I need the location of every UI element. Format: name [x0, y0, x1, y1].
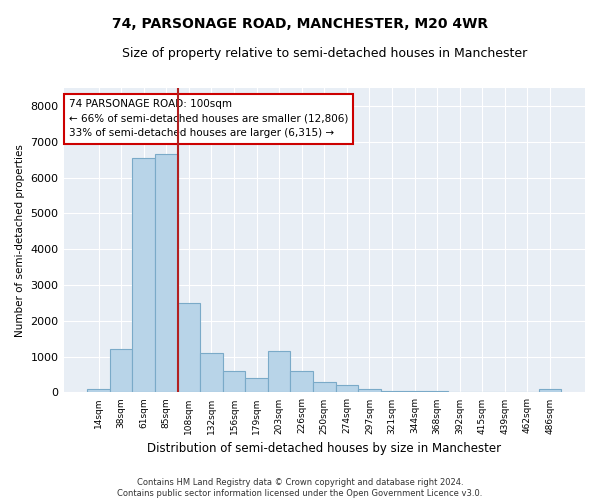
Title: Size of property relative to semi-detached houses in Manchester: Size of property relative to semi-detach…: [122, 48, 527, 60]
Bar: [155, 154, 178, 392]
Bar: [381, 390, 403, 392]
Bar: [335, 386, 358, 392]
Bar: [426, 390, 448, 392]
Bar: [403, 390, 426, 392]
Bar: [223, 371, 245, 392]
Bar: [539, 389, 561, 392]
Bar: [313, 382, 335, 392]
Bar: [245, 378, 268, 392]
Bar: [200, 353, 223, 393]
Y-axis label: Number of semi-detached properties: Number of semi-detached properties: [15, 144, 25, 336]
Bar: [290, 371, 313, 392]
Bar: [358, 389, 381, 392]
Bar: [87, 389, 110, 392]
Text: 74 PARSONAGE ROAD: 100sqm
← 66% of semi-detached houses are smaller (12,806)
33%: 74 PARSONAGE ROAD: 100sqm ← 66% of semi-…: [69, 98, 348, 138]
Bar: [110, 350, 133, 393]
Bar: [133, 158, 155, 392]
Bar: [178, 303, 200, 392]
Text: Contains HM Land Registry data © Crown copyright and database right 2024.
Contai: Contains HM Land Registry data © Crown c…: [118, 478, 482, 498]
Text: 74, PARSONAGE ROAD, MANCHESTER, M20 4WR: 74, PARSONAGE ROAD, MANCHESTER, M20 4WR: [112, 18, 488, 32]
Bar: [268, 352, 290, 393]
X-axis label: Distribution of semi-detached houses by size in Manchester: Distribution of semi-detached houses by …: [147, 442, 502, 455]
